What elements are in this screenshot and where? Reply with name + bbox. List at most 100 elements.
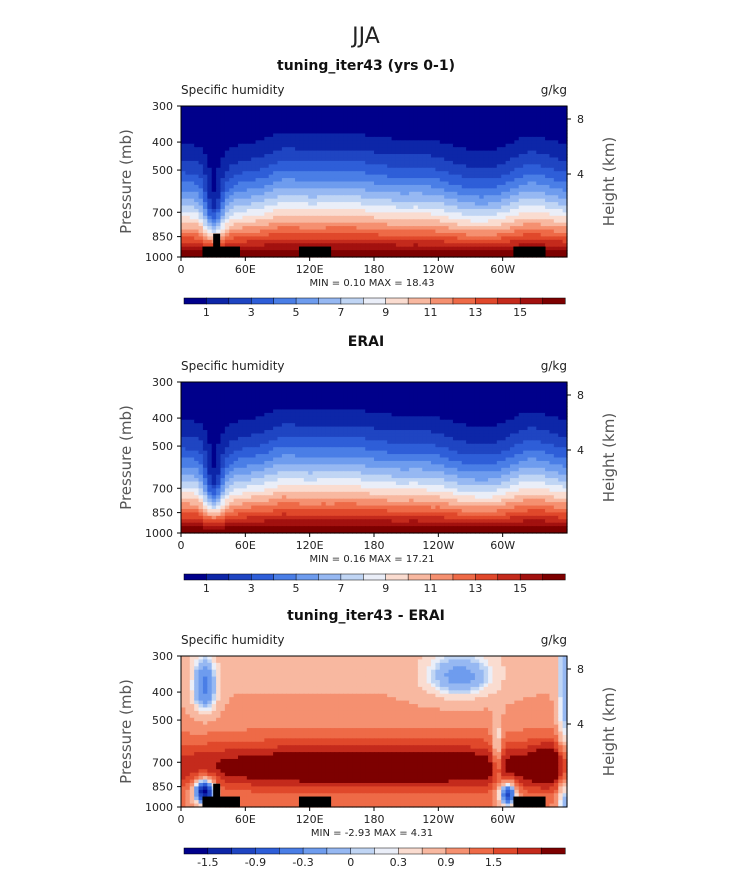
heatmap-cell [334,164,340,169]
heatmap-cell [435,243,441,248]
heatmap-cell [426,416,432,421]
heatmap-cell [343,205,349,210]
heatmap-cell [444,188,450,193]
heatmap-cell [452,250,458,255]
heatmap-cell [444,222,450,227]
heatmap-cell [251,133,257,138]
heatmap-cell [303,154,309,159]
heatmap-cell [378,409,384,414]
heatmap-cell [435,198,441,203]
heatmap-cell [545,160,551,165]
heatmap-cell [553,167,559,172]
heatmap-cell [435,174,441,179]
heatmap-cell [352,140,358,145]
heatmap-cell [426,178,432,183]
heatmap-cell [233,160,239,165]
heatmap-cell [185,205,191,210]
heatmap-cell [290,243,296,248]
heatmap-cell [369,395,375,400]
heatmap-cell [352,250,358,255]
heatmap-cell [545,171,551,176]
heatmap-cell [189,188,195,193]
heatmap-cell [382,399,388,404]
heatmap-cell [207,222,213,227]
heatmap-cell [400,388,406,393]
heatmap-cell [246,219,252,224]
heatmap-cell [374,212,379,217]
heatmap-cell [224,188,230,193]
heatmap-cell [474,388,480,393]
heatmap-cell [242,385,248,390]
heatmap-cell [404,388,410,393]
heatmap-cell [553,208,559,213]
heatmap-cell [356,229,362,234]
heatmap-cell [536,198,542,203]
heatmap-cell [545,402,551,407]
heatmap-cell [198,195,204,200]
heatmap-cell [242,167,248,172]
heatmap-cell [435,188,441,193]
heatmap-cell [488,229,494,234]
heatmap-cell [211,195,217,200]
heatmap-cell [536,222,542,227]
heatmap-cell [540,205,546,210]
heatmap-cell [444,226,450,231]
heatmap-cell [545,136,551,141]
heatmap-cell [474,219,480,224]
heatmap-cell [374,402,379,407]
heatmap-cell [391,253,397,258]
heatmap-cell [246,215,252,220]
heatmap-cell [527,147,533,152]
heatmap-cell [492,385,498,390]
heatmap-cell [378,140,384,145]
heatmap-cell [246,253,252,258]
heatmap-cell [488,140,494,145]
heatmap-cell [527,150,533,155]
heatmap-cell [229,123,235,128]
heatmap-cell [562,236,568,241]
heatmap-cell [488,198,494,203]
heatmap-cell [338,399,344,404]
heatmap-cell [308,150,314,155]
heatmap-cell [496,164,502,169]
heatmap-cell [479,246,485,251]
heatmap-cell [338,143,344,148]
heatmap-cell [216,409,222,414]
heatmap-cell [400,106,406,111]
heatmap-cell [295,246,301,251]
heatmap-cell [435,229,441,234]
heatmap-cell [286,212,292,217]
heatmap-cell [391,229,397,234]
heatmap-cell [343,399,349,404]
heatmap-cell [417,147,423,152]
heatmap-cell [387,174,393,179]
heatmap-cell [255,123,261,128]
heatmap-cell [321,202,327,207]
heatmap-cell [558,253,564,258]
heatmap-cell [259,150,265,155]
heatmap-cell [312,399,318,404]
heatmap-cell [404,167,410,172]
heatmap-cell [220,243,226,248]
heatmap-cell [369,188,375,193]
heatmap-cell [439,133,445,138]
heatmap-cell [536,399,542,404]
heatmap-cell [531,395,537,400]
heatmap-cell [316,239,322,244]
heatmap-cell [549,239,555,244]
heatmap-cell [268,395,274,400]
heatmap-cell [422,167,428,172]
colorbar-swatch [340,297,364,305]
colorbar-swatch [273,297,297,305]
heatmap-cell [352,382,358,387]
heatmap-cell [295,392,301,397]
heatmap-cell [558,160,564,165]
heatmap-cell [338,219,344,224]
heatmap-cell [185,181,191,186]
heatmap-cell [400,181,406,186]
heatmap-cell [312,106,318,111]
heatmap-cell [470,253,476,258]
heatmap-cell [321,191,327,196]
heatmap-cell [492,136,498,141]
heatmap-cell [198,181,204,186]
